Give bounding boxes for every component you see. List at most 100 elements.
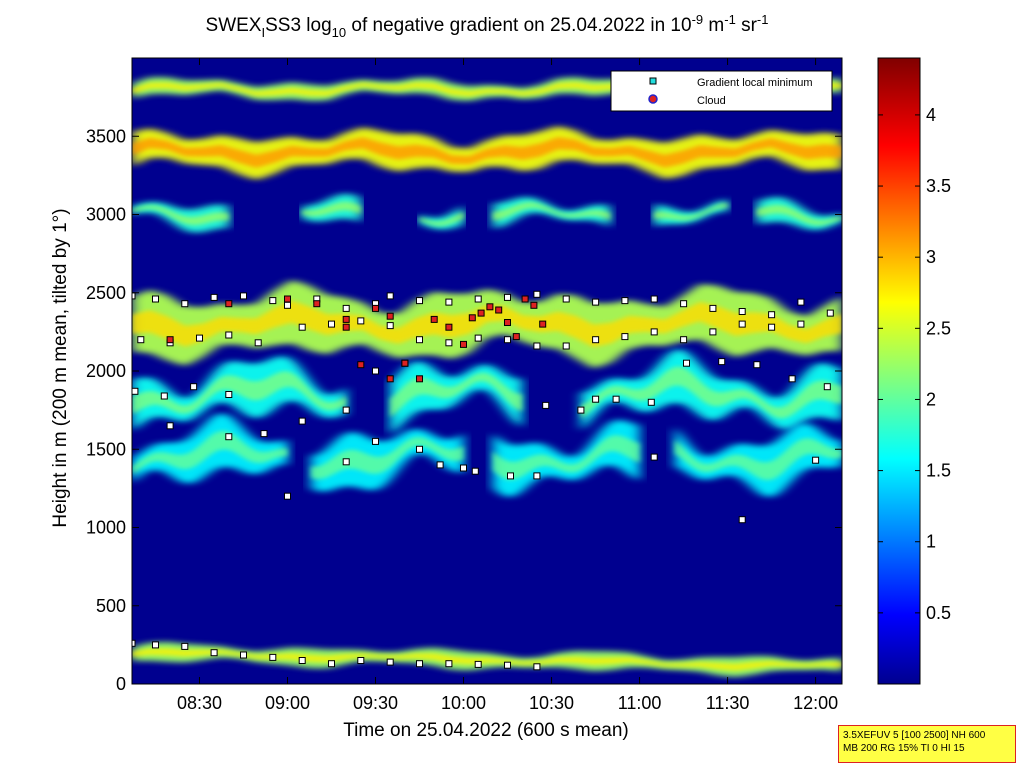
gradient-min-point: [436, 461, 444, 469]
cloud-point: [342, 315, 350, 323]
gradient-min-point: [768, 311, 776, 319]
gradient-min-point: [386, 322, 394, 330]
cloud-point: [386, 312, 394, 320]
gradient-min-point: [210, 293, 218, 301]
gradient-min-point: [445, 660, 453, 668]
gradient-min-point: [372, 437, 379, 445]
gradient-min-point: [823, 383, 831, 391]
gradient-min-point: [718, 358, 726, 366]
gradient-min-point: [240, 292, 247, 300]
colorbar-tick-label: 0.5: [926, 603, 951, 623]
cloud-point: [512, 333, 520, 341]
cloud-point: [342, 323, 350, 331]
y-axis: 0 500 1000 1500 2000 2500 3000 3500: [86, 126, 842, 694]
gradient-min-point: [562, 342, 570, 350]
gradient-min-point: [709, 328, 717, 336]
gradient-min-point: [650, 295, 658, 303]
gradient-min-point: [328, 660, 335, 668]
gradient-min-point: [445, 339, 453, 347]
gradient-min-point: [225, 391, 233, 398]
colorbar-tick-label: 3.5: [926, 176, 951, 196]
gradient-min-point: [621, 333, 629, 341]
heat-band-core: [311, 437, 464, 480]
gradient-min-point: [386, 292, 394, 300]
heat-band-core: [132, 648, 842, 671]
gradient-min-point: [137, 336, 145, 344]
cloud-point: [284, 295, 291, 303]
title-sup-e: -1: [757, 12, 769, 27]
heat-band-core: [132, 137, 842, 168]
gradient-min-point: [738, 308, 746, 315]
gradient-min-point: [132, 387, 139, 395]
info-line-1: 3.5XEFUV 5 [100 2500] NH 600: [843, 730, 986, 741]
cloud-point: [460, 340, 467, 348]
gradient-min-point: [612, 395, 620, 403]
gradient-min-point: [225, 433, 233, 441]
gradient-min-point: [269, 653, 277, 661]
cloud-point: [504, 319, 511, 326]
gradient-min-point: [298, 657, 306, 664]
gradient-min-point: [357, 657, 365, 664]
gradient-min-point: [166, 422, 174, 430]
heat-band-core: [419, 211, 464, 226]
heat-band: [132, 279, 842, 369]
y-tick-label: 1500: [86, 439, 126, 459]
cloud-point: [468, 314, 476, 322]
gradient-min-point: [372, 367, 379, 375]
gradient-min-point: [647, 398, 655, 406]
gradient-min-point: [260, 430, 268, 438]
cloud-point: [416, 375, 423, 383]
y-axis-label: Height in m (200 m mean, tilted by 1°): [50, 208, 71, 527]
heat-band-core: [492, 435, 640, 480]
gradient-min-point: [416, 297, 423, 305]
heat-band-core: [674, 438, 842, 481]
gradient-min-point: [788, 375, 796, 383]
gradient-min-point: [474, 660, 482, 668]
gradient-min-point: [533, 290, 541, 298]
x-tick-label: 11:30: [706, 693, 750, 713]
heat-band: [654, 198, 728, 227]
gradient-min-point: [507, 472, 514, 480]
gradient-min-point: [181, 642, 189, 650]
gradient-min-point: [160, 392, 168, 400]
x-axis-label: Time on 25.04.2022 (600 s mean): [343, 720, 629, 741]
cloud-point: [495, 306, 503, 314]
heat-band-core: [580, 366, 842, 419]
colorbar-tick-label: 1.5: [926, 461, 951, 481]
cloud-point: [477, 309, 485, 317]
cloud-point: [357, 361, 365, 369]
gradient-min-point: [152, 641, 159, 649]
colorbar: 0.5 1 1.5 2 2.5 3 3.5 4: [877, 57, 951, 685]
cloud-point: [486, 303, 494, 311]
heat-band-core: [756, 204, 842, 226]
gradient-min-point: [225, 331, 233, 339]
gradient-min-point: [621, 297, 629, 305]
colorbar-gradient: [877, 57, 921, 685]
gradient-min-point: [826, 309, 834, 317]
gradient-min-point: [445, 298, 453, 306]
gradient-min-point: [650, 328, 658, 336]
gradient-min-point: [240, 651, 247, 659]
info-line-2: MB 200 RG 15% TI 0 HI 15: [843, 743, 965, 754]
gradient-min-point: [328, 320, 335, 328]
cloud-point: [445, 323, 453, 331]
gradient-min-point: [132, 292, 136, 300]
gradient-min-point: [284, 492, 291, 500]
gradient-min-point: [284, 301, 291, 309]
cloud-point: [530, 301, 538, 309]
heat-band-core: [390, 372, 523, 418]
gradient-min-point: [342, 304, 350, 312]
x-tick-label: 12:00: [793, 693, 838, 713]
gradient-min-point: [533, 472, 541, 480]
title-part-b: SS3 log: [265, 15, 332, 36]
gradient-min-point: [592, 395, 600, 403]
cloud-point: [225, 300, 233, 308]
title-part-e: sr: [736, 15, 758, 36]
legend-marker-gradient-min: [649, 77, 657, 85]
gradient-min-point: [298, 417, 306, 425]
gradient-min-point: [533, 663, 541, 671]
title-sub-a: I: [261, 25, 265, 40]
cloud-point: [539, 320, 547, 328]
x-tick-label: 10:30: [529, 693, 574, 713]
cloud-point: [521, 295, 529, 303]
